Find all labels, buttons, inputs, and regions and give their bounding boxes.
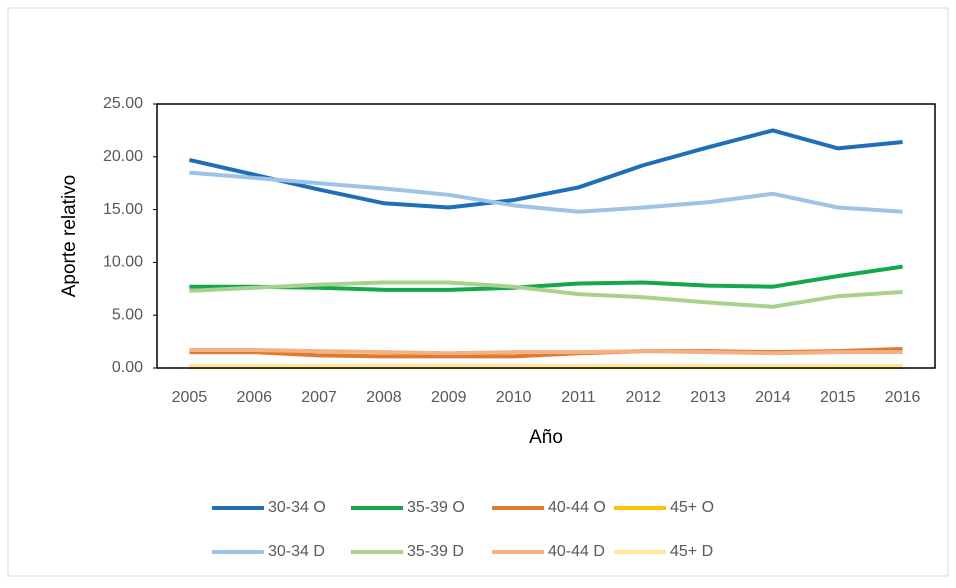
y-tick-label: 5.00	[112, 306, 143, 323]
legend-label: 40-44 O	[548, 499, 606, 516]
y-tick-label: 10.00	[103, 254, 143, 271]
legend-label: 30-34 D	[268, 543, 325, 560]
x-tick-label: 2008	[366, 389, 402, 406]
legend-label: 40-44 D	[548, 543, 605, 560]
legend-label: 45+ O	[670, 499, 714, 516]
plot-area	[156, 103, 936, 369]
x-tick-label: 2011	[561, 389, 596, 406]
y-tick-label: 20.00	[103, 148, 143, 165]
x-tick-label: 2009	[431, 389, 467, 406]
x-tick-label: 2015	[820, 389, 856, 406]
y-tick-label: 15.00	[103, 201, 143, 218]
y-tick-label: 0.00	[112, 359, 143, 376]
y-axis-title: Aporte relativo	[59, 175, 80, 298]
x-tick-label: 2012	[625, 389, 661, 406]
x-axis-title: Año	[529, 427, 563, 448]
series-line	[189, 280, 903, 309]
x-tick-label: 2010	[496, 389, 532, 406]
series-line	[189, 348, 903, 356]
x-tick-label: 2005	[172, 389, 208, 406]
legend-label: 35-39 O	[407, 499, 465, 516]
legend-label: 45+ D	[670, 543, 713, 560]
x-tick-label: 2016	[885, 389, 921, 406]
x-tick-label: 2014	[755, 389, 791, 406]
series-line	[189, 170, 903, 214]
legend-label: 30-34 O	[268, 499, 326, 516]
y-tick-label: 25.00	[103, 95, 143, 112]
x-tick-label: 2013	[690, 389, 726, 406]
x-tick-label: 2007	[301, 389, 337, 406]
chart-frame	[7, 7, 949, 577]
series-line	[188, 128, 903, 210]
x-tick-label: 2006	[236, 389, 272, 406]
series-line	[189, 264, 903, 292]
legend-label: 35-39 D	[407, 543, 464, 560]
